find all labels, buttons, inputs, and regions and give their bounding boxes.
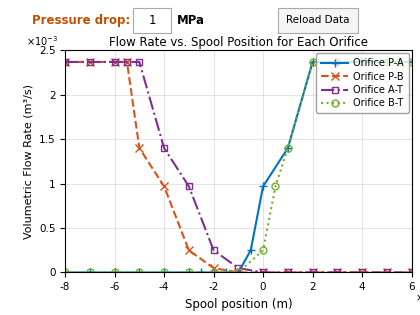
Orifice B-T — [162, 271, 167, 274]
Orifice P-A — [310, 60, 315, 64]
Orifice P-B — [335, 271, 340, 274]
Orifice P-A — [384, 60, 389, 64]
Orifice P-B — [285, 271, 290, 274]
Orifice P-A — [211, 271, 216, 274]
Orifice A-T — [409, 271, 414, 274]
Line: Orifice B-T: Orifice B-T — [62, 59, 415, 276]
Orifice P-B — [63, 60, 68, 64]
Orifice B-T — [236, 271, 241, 274]
Orifice P-B — [87, 60, 92, 64]
X-axis label: Spool position (m): Spool position (m) — [184, 298, 292, 311]
Orifice B-T — [63, 271, 68, 274]
Line: Orifice P-A: Orifice P-A — [61, 58, 416, 277]
FancyBboxPatch shape — [278, 8, 358, 33]
Orifice P-B — [384, 271, 389, 274]
Line: Orifice A-T: Orifice A-T — [62, 59, 415, 275]
Orifice P-A — [335, 60, 340, 64]
Y-axis label: Volumetric Flow Rate (m³/s): Volumetric Flow Rate (m³/s) — [23, 84, 33, 239]
FancyBboxPatch shape — [133, 8, 171, 33]
Orifice P-A — [285, 146, 290, 150]
Text: Reload Data: Reload Data — [286, 15, 350, 26]
Orifice P-A — [112, 271, 117, 274]
Orifice P-B — [186, 248, 192, 252]
Orifice A-T — [384, 271, 389, 274]
Orifice A-T — [260, 271, 265, 274]
Orifice P-B — [162, 184, 167, 188]
Orifice A-T — [335, 271, 340, 274]
Text: $\times10^{-3}$: $\times10^{-3}$ — [26, 34, 58, 48]
Orifice P-A — [137, 271, 142, 274]
Orifice P-A — [199, 271, 204, 274]
Orifice P-A — [236, 271, 241, 274]
Orifice P-A — [63, 271, 68, 274]
Orifice A-T — [87, 60, 92, 64]
Orifice B-T — [310, 60, 315, 64]
Orifice P-B — [409, 271, 414, 274]
Orifice B-T — [87, 271, 92, 274]
Orifice A-T — [124, 60, 129, 64]
Orifice P-B — [310, 271, 315, 274]
Orifice P-A — [260, 184, 265, 188]
Orifice B-T — [112, 271, 117, 274]
Orifice P-A — [397, 60, 402, 64]
Orifice A-T — [112, 60, 117, 64]
Orifice A-T — [211, 248, 216, 252]
Orifice B-T — [335, 60, 340, 64]
Orifice B-T — [260, 248, 265, 252]
Title: Flow Rate vs. Spool Position for Each Orifice: Flow Rate vs. Spool Position for Each Or… — [109, 36, 368, 49]
Orifice B-T — [384, 60, 389, 64]
Orifice P-B — [112, 60, 117, 64]
Orifice P-A — [87, 271, 92, 274]
Orifice B-T — [137, 271, 142, 274]
Orifice B-T — [285, 146, 290, 150]
Text: $\times10^{-3}$: $\times10^{-3}$ — [415, 290, 420, 304]
Orifice A-T — [236, 266, 241, 270]
Orifice P-B — [211, 266, 216, 270]
Orifice P-B — [260, 271, 265, 274]
Orifice P-B — [360, 271, 365, 274]
Orifice A-T — [310, 271, 315, 274]
Orifice A-T — [285, 271, 290, 274]
Orifice A-T — [186, 184, 192, 188]
Orifice P-A — [162, 271, 167, 274]
Orifice B-T — [211, 271, 216, 274]
Text: Pressure drop:: Pressure drop: — [32, 14, 130, 27]
Line: Orifice P-B: Orifice P-B — [61, 58, 416, 277]
Legend: Orifice P-A, Orifice P-B, Orifice A-T, Orifice B-T: Orifice P-A, Orifice P-B, Orifice A-T, O… — [316, 53, 409, 113]
Orifice P-A — [186, 271, 192, 274]
Orifice A-T — [137, 60, 142, 64]
Orifice B-T — [273, 184, 278, 188]
Orifice P-B — [236, 271, 241, 274]
Orifice B-T — [409, 60, 414, 64]
Orifice A-T — [360, 271, 365, 274]
Orifice P-B — [124, 60, 129, 64]
Orifice A-T — [162, 146, 167, 150]
Orifice B-T — [186, 271, 192, 274]
Text: MPa: MPa — [177, 14, 205, 27]
Orifice P-A — [248, 248, 253, 252]
Orifice B-T — [397, 60, 402, 64]
Orifice B-T — [360, 60, 365, 64]
Orifice P-A — [360, 60, 365, 64]
Text: 1: 1 — [148, 14, 156, 27]
Orifice P-B — [137, 146, 142, 150]
Orifice P-A — [409, 60, 414, 64]
Orifice A-T — [63, 60, 68, 64]
Orifice P-A — [223, 271, 228, 274]
